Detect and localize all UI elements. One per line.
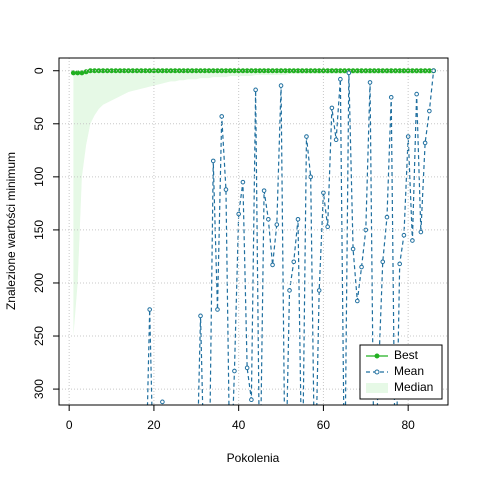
series-point: [185, 68, 191, 74]
y-tick-label: 0: [32, 67, 46, 74]
series-point: [189, 68, 195, 74]
series-point: [338, 76, 343, 82]
series-point: [70, 70, 76, 76]
series-point: [87, 68, 93, 74]
series-point: [333, 68, 339, 74]
series-point: [266, 216, 271, 222]
series-point: [261, 68, 267, 74]
series-point: [414, 91, 419, 97]
series-point: [270, 262, 275, 268]
y-tick-label: 300: [32, 379, 46, 399]
series-point: [274, 222, 280, 227]
series-point: [380, 68, 386, 74]
series-point: [198, 313, 203, 319]
series-point: [418, 229, 424, 235]
series-point: [219, 114, 225, 119]
series-point: [75, 70, 81, 76]
series-point: [410, 238, 415, 243]
x-tick-label: 40: [232, 418, 246, 432]
series-point: [329, 105, 335, 111]
series-point: [295, 216, 301, 222]
legend-point: [374, 369, 380, 375]
y-axis-label: Znalezione wartości minimum: [4, 152, 18, 310]
series-point: [321, 190, 326, 196]
legend-point: [374, 353, 380, 359]
series-point: [333, 137, 339, 143]
series-line: [146, 70, 435, 405]
series-point: [160, 399, 165, 405]
series-point: [134, 68, 140, 74]
series-point: [355, 298, 360, 304]
series-point: [427, 108, 432, 114]
y-tick-label: 100: [32, 167, 46, 187]
series-point: [282, 68, 288, 74]
y-tick-label: 150: [32, 220, 46, 240]
series-point: [359, 264, 364, 270]
plot-area: [70, 68, 437, 405]
series-point: [240, 179, 246, 185]
y-tick-label: 50: [32, 117, 46, 131]
series-point: [422, 140, 428, 146]
series-point: [316, 288, 322, 293]
series-point: [346, 70, 352, 76]
series-point: [244, 365, 250, 371]
series-point: [354, 68, 360, 74]
series-point: [147, 307, 152, 312]
series-point: [325, 224, 330, 230]
series-point: [329, 68, 335, 74]
series-point: [159, 68, 165, 74]
series-point: [261, 188, 267, 193]
series-point: [223, 187, 229, 192]
series-point: [401, 68, 407, 74]
series-point: [113, 68, 119, 74]
series-point: [287, 288, 292, 293]
series-point: [210, 68, 216, 74]
legend-label: Median: [394, 380, 433, 394]
series-point: [397, 261, 402, 267]
series-point: [79, 70, 85, 76]
series-point: [291, 259, 297, 265]
series-point: [388, 94, 394, 100]
series-point: [367, 80, 373, 85]
series-point: [236, 211, 241, 217]
x-tick-label: 0: [66, 418, 73, 432]
series-point: [253, 87, 258, 93]
series-point: [350, 246, 356, 252]
series-point: [401, 232, 407, 238]
series-point: [232, 368, 237, 374]
y-tick-label: 200: [32, 273, 46, 293]
series-point: [215, 307, 220, 312]
series-point: [117, 68, 123, 74]
x-tick-label: 80: [401, 418, 415, 432]
series-point: [164, 68, 170, 74]
series-point: [249, 397, 254, 402]
series-point: [308, 68, 314, 74]
series-point: [278, 83, 284, 88]
legend-label: Mean: [394, 364, 424, 378]
y-tick-label: 250: [32, 326, 46, 346]
x-tick-label: 20: [147, 418, 161, 432]
legend-swatch: [366, 383, 388, 393]
series-point: [257, 68, 263, 74]
median-area: [73, 70, 434, 337]
x-tick-label: 60: [317, 418, 331, 432]
plot-frame: [58, 57, 449, 406]
series-point: [380, 259, 386, 265]
legend-label: Best: [394, 348, 419, 362]
series-point: [304, 134, 309, 139]
series-point: [210, 158, 216, 164]
series-point: [138, 68, 144, 74]
x-axis-label: Pokolenia: [227, 451, 280, 465]
series-point: [426, 68, 432, 74]
series-point: [384, 214, 390, 220]
